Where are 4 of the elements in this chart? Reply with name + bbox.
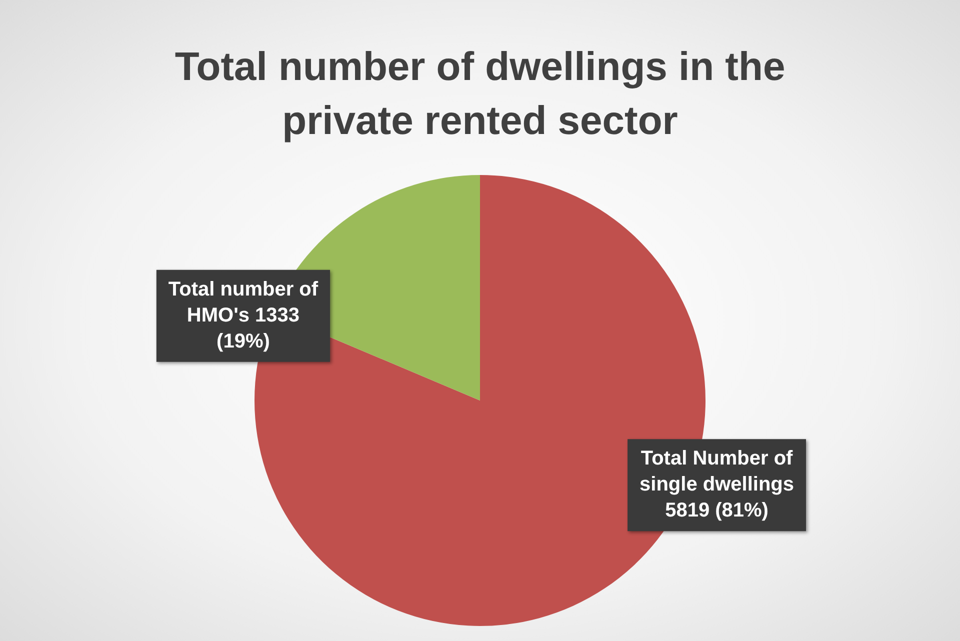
slice-label: Total number of HMO's 1333 (19%)	[168, 278, 318, 352]
slice-label: Total Number of single dwellings	[640, 448, 794, 496]
data-label: 5819 (81%)	[665, 500, 768, 522]
chart-title: Total number of dwellings in the private rented sector	[174, 44, 786, 145]
